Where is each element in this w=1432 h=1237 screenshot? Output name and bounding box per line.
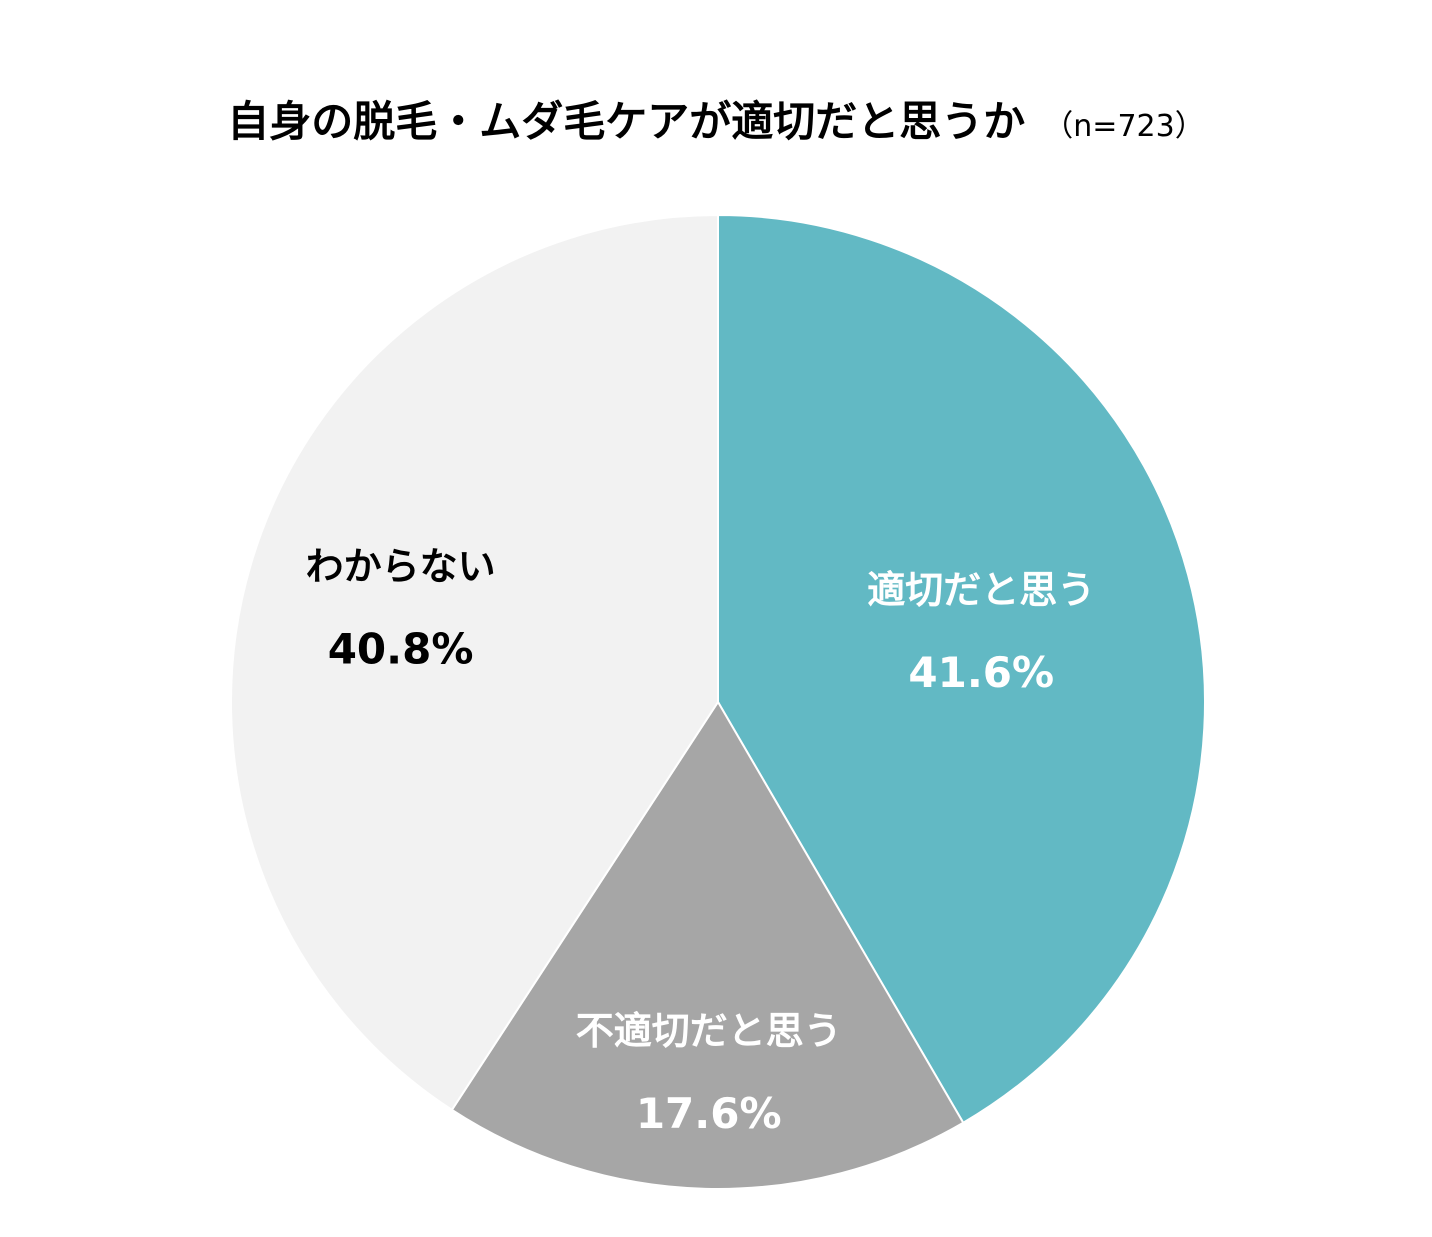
slice-inappropriate xyxy=(450,700,965,1190)
chart-sample-size: （n=723） xyxy=(1043,109,1205,144)
slice-inappropriate-label: 不適切だと思う xyxy=(576,1009,842,1053)
slice-inappropriate-value: 17.6% xyxy=(636,1089,782,1138)
slice-unknown-value: 40.8% xyxy=(328,625,474,674)
slice-appropriate xyxy=(717,213,1206,1125)
chart-title: 自身の脱毛・ムダ毛ケアが適切だと思うか xyxy=(227,97,1026,146)
slice-appropriate-value: 41.6% xyxy=(908,648,1054,697)
pie-slices xyxy=(230,213,1206,1190)
pie-labels: 適切だと思う 41.6% 不適切だと思う 17.6% わからない 40.8% xyxy=(306,545,1096,1138)
slice-appropriate-label: 適切だと思う xyxy=(867,568,1095,612)
chart-title-row: 自身の脱毛・ムダ毛ケアが適切だと思うか （n=723） xyxy=(0,88,1432,158)
slice-unknown xyxy=(230,213,719,1112)
slice-unknown-label: わからない xyxy=(306,545,496,589)
